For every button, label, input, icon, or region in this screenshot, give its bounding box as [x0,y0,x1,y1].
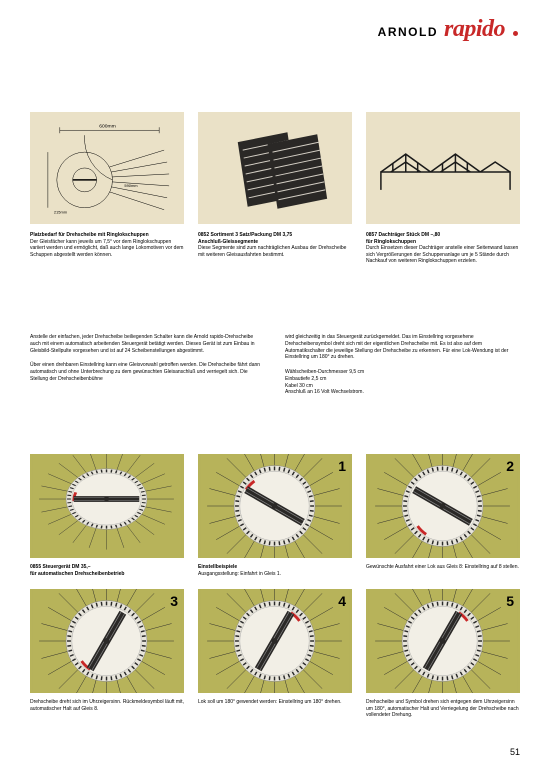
page-header: ARNOLD rapido [378,16,518,43]
step-body: Lok soll um 180° gewendet werden: Einste… [198,699,352,706]
product-roof: 0857 Dachträger Stück DM –,80 für Ringlo… [366,112,520,265]
turntable-graphic: 4 [198,589,352,693]
control-device: 0855 Steuergerät DM 35,–für automatische… [30,454,184,577]
step-caption: Einstellbeispiele Ausgangsstellung: Einf… [198,564,352,577]
step-subtitle: für automatischen Drehscheibenbetrieb [30,571,184,578]
desc-col-1: Anstelle der einfachen, jeder Drehscheib… [30,334,265,404]
step-caption: Drehscheibe dreht sich im Uhrzeigersinn.… [30,699,184,712]
svg-text:215mm: 215mm [54,210,68,215]
step-caption: Gewünschte Ausfahrt einer Lok aus Gleis … [366,564,520,571]
brand-dot [513,31,518,36]
segments-image [198,112,352,224]
product-plan: 600mm 215mm 590mm Platzbedarf für Drehsc… [30,112,184,265]
turntable-graphic: 2 [366,454,520,558]
turntable-graphic: 1 [198,454,352,558]
segments-caption: 0852 Sortiment 3 Satz/Packung DM 3,75 An… [198,232,352,258]
step-number: 4 [338,593,346,609]
brand-arnold: ARNOLD [378,25,438,39]
plan-body: Der Gleisfächer kann jeweils um 7,5° vor… [30,239,184,259]
plan-caption: Platzbedarf für Drehscheibe mit Ringloks… [30,232,184,258]
roof-image [366,112,520,224]
roof-body: Durch Einsetzen dieser Dachträger anstel… [366,245,520,265]
step-body: Gewünschte Ausfahrt einer Lok aus Gleis … [366,564,520,571]
turntable-step-4: 4 Lok soll um 180° gewendet werden: Eins… [198,589,352,719]
product-segments: 0852 Sortiment 3 Satz/Packung DM 3,75 An… [198,112,352,265]
step-body: Drehscheibe dreht sich im Uhrzeigersinn.… [30,699,184,712]
desc-p2: Über einen drehbaren Einstellring kann e… [30,362,265,382]
page-number: 51 [510,747,520,757]
segments-body: Diese Segmente sind zum nachträglichen A… [198,245,352,258]
top-product-row: 600mm 215mm 590mm Platzbedarf für Drehsc… [30,112,520,265]
turntable-step-1: 1 Einstellbeispiele Ausgangsstellung: Ei… [198,454,352,577]
description-columns: Anstelle der einfachen, jeder Drehscheib… [30,334,520,404]
turntable-graphic: 5 [366,589,520,693]
step-number: 1 [338,458,346,474]
desc-p4: Wählscheiben-Durchmesser 9,5 cm Einbauti… [285,369,520,396]
desc-col-2: wird gleichzeitig in das Steuergerät zur… [285,334,520,404]
desc-p3: wird gleichzeitig in das Steuergerät zur… [285,334,520,361]
step-body: Ausgangsstellung: Einfahrt in Gleis 1. [198,571,352,578]
svg-text:600mm: 600mm [99,123,116,129]
roof-caption: 0857 Dachträger Stück DM –,80 für Ringlo… [366,232,520,265]
turntable-steps-grid: 0855 Steuergerät DM 35,–für automatische… [30,454,520,719]
svg-text:590mm: 590mm [124,183,138,188]
step-number: 2 [506,458,514,474]
desc-p1: Anstelle der einfachen, jeder Drehscheib… [30,334,265,354]
turntable-graphic [30,454,184,558]
plan-diagram: 600mm 215mm 590mm [30,112,184,224]
turntable-step-5: 5 Drehscheibe und Symbol drehen sich ent… [366,589,520,719]
turntable-step-3: 3 Drehscheibe dreht sich im Uhrzeigersin… [30,589,184,719]
step-caption: 0855 Steuergerät DM 35,–für automatische… [30,564,184,577]
turntable-graphic: 3 [30,589,184,693]
step-number: 3 [170,593,178,609]
turntable-step-2: 2 Gewünschte Ausfahrt einer Lok aus Glei… [366,454,520,577]
step-caption: Drehscheibe und Symbol drehen sich entge… [366,699,520,719]
step-body: Drehscheibe und Symbol drehen sich entge… [366,699,520,719]
step-number: 5 [506,593,514,609]
step-caption: Lok soll um 180° gewendet werden: Einste… [198,699,352,706]
brand-rapido: rapido [444,16,505,43]
